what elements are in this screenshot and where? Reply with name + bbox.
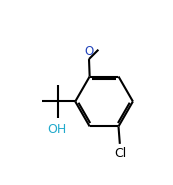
Text: Cl: Cl	[114, 147, 127, 160]
Text: O: O	[84, 45, 94, 58]
Text: OH: OH	[48, 123, 67, 136]
